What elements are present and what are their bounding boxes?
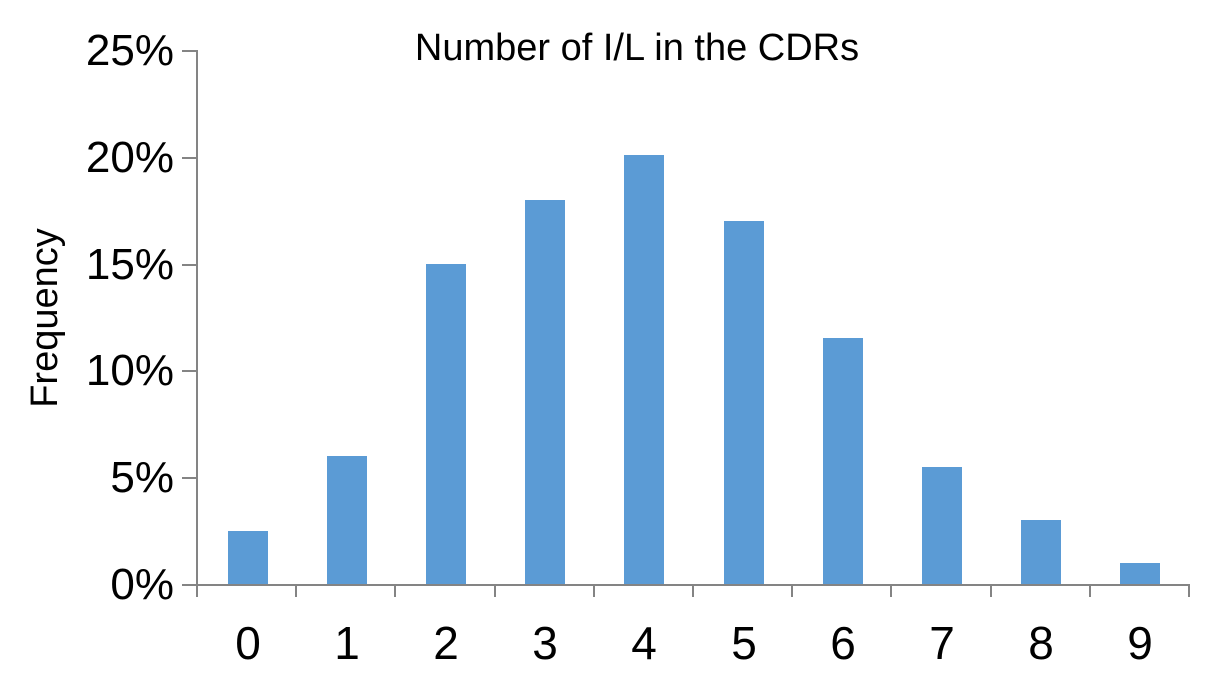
y-tick-mark xyxy=(182,50,196,52)
x-tick-label: 6 xyxy=(830,617,856,669)
x-tick-mark xyxy=(890,584,892,597)
y-tick-label: 20% xyxy=(85,133,174,182)
bar xyxy=(624,155,664,584)
bar xyxy=(426,264,466,584)
y-tick-mark xyxy=(182,477,196,479)
y-axis-line xyxy=(196,50,198,597)
x-tick-label: 3 xyxy=(532,617,558,669)
x-tick-mark xyxy=(394,584,396,597)
x-tick-label: 2 xyxy=(433,617,459,669)
x-tick-label: 0 xyxy=(235,617,261,669)
x-tick-label: 8 xyxy=(1028,617,1054,669)
bar xyxy=(228,531,268,584)
x-tick-label: 9 xyxy=(1127,617,1153,669)
bar xyxy=(823,338,863,584)
x-tick-mark xyxy=(1089,584,1091,597)
x-tick-label: 5 xyxy=(731,617,757,669)
x-tick-mark xyxy=(295,584,297,597)
bar xyxy=(922,467,962,584)
y-tick-label: 15% xyxy=(85,240,174,289)
bar xyxy=(1021,520,1061,584)
x-tick-label: 4 xyxy=(631,617,657,669)
x-tick-mark xyxy=(990,584,992,597)
y-tick-mark xyxy=(182,264,196,266)
y-tick-label: 0% xyxy=(110,560,174,609)
x-tick-mark xyxy=(494,584,496,597)
y-axis-label: Frequency xyxy=(24,228,66,408)
x-tick-mark xyxy=(593,584,595,597)
y-tick-label: 10% xyxy=(85,346,174,395)
chart-title: Number of I/L in the CDRs xyxy=(414,27,860,69)
bar xyxy=(525,200,565,584)
x-tick-label: 7 xyxy=(929,617,955,669)
y-tick-mark xyxy=(182,157,196,159)
y-tick-mark xyxy=(182,584,196,586)
bar xyxy=(724,221,764,584)
y-tick-label: 5% xyxy=(110,453,174,502)
x-tick-mark xyxy=(1188,584,1190,597)
bar xyxy=(1120,563,1160,584)
x-tick-label: 1 xyxy=(334,617,360,669)
y-tick-label: 25% xyxy=(85,26,174,75)
x-tick-mark xyxy=(196,584,198,597)
y-tick-mark xyxy=(182,370,196,372)
x-tick-mark xyxy=(692,584,694,597)
bar xyxy=(327,456,367,584)
x-tick-mark xyxy=(791,584,793,597)
